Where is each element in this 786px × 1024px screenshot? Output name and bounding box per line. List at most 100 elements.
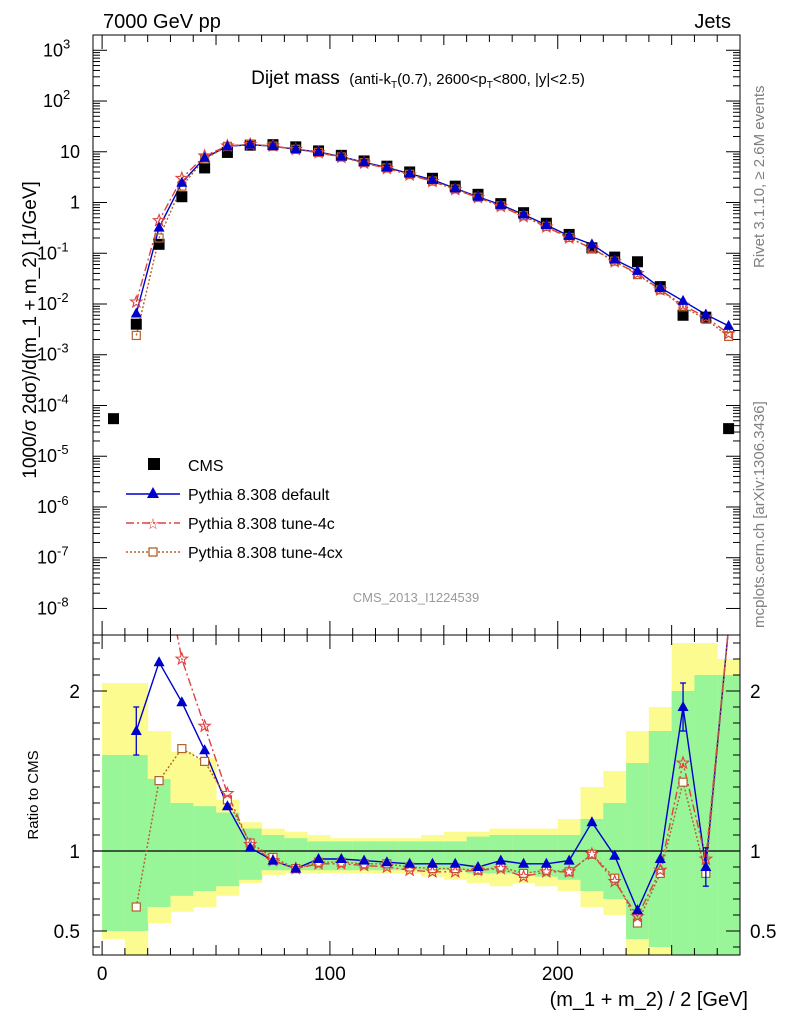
uncertainty-band-inner: [216, 812, 240, 887]
ratio-tune4cx-point: [177, 743, 187, 754]
tune4c-point: [516, 208, 531, 223]
cms-point: [677, 309, 689, 321]
default-point: [313, 145, 325, 156]
title-main: Dijet mass: [251, 68, 340, 89]
ratio-tick-label-right: 1: [750, 842, 761, 863]
ratio-default-point: [267, 854, 279, 865]
uncertainty-band-inner: [717, 675, 741, 955]
uncertainty-band-inner: [489, 835, 513, 874]
uncertainty-band-inner: [443, 841, 468, 871]
cms-point: [108, 413, 120, 425]
uncertainty-band-inner: [238, 828, 263, 880]
ratio-default-point: [700, 861, 712, 871]
default-point: [199, 151, 211, 162]
ratio-default-point: [586, 816, 598, 827]
main-tick-label: 10-4: [37, 391, 69, 415]
main-tick-label: 102: [43, 87, 70, 111]
main-tick-label: 10-3: [37, 341, 69, 365]
tune4c-point: [653, 282, 668, 296]
x-tick-label: 100: [314, 964, 346, 985]
default-point: [426, 173, 438, 184]
tune4c-point: [721, 326, 736, 340]
default-point: [267, 140, 279, 151]
default-point: [700, 308, 712, 319]
ratio-default-point: [199, 744, 211, 755]
default-point: [290, 143, 302, 154]
ratio-default-point: [495, 854, 507, 865]
ratio-line-tune4c: [176, 635, 729, 919]
chart-title: Dijet mass (anti-kT(0.7), 2600<pT<800, |…: [251, 68, 585, 91]
main-tick-label: 10: [60, 142, 80, 162]
ratio-tune4c-point: [607, 873, 622, 888]
ratio-tick-label-right: 0.5: [750, 922, 776, 943]
default-point: [404, 167, 416, 178]
main-tick-label: 10-6: [37, 493, 69, 517]
default-point: [221, 140, 233, 151]
ratio-axis-ticks: 0.5 0.5 1 1 2 2 0 100 200: [54, 635, 776, 985]
uncertainty-band-inner: [284, 838, 308, 871]
default-point: [586, 238, 598, 249]
uncertainty-band-inner: [261, 835, 285, 871]
main-ylabel: 1000/σ 2dσ)/d(m_1 + m_2) [1/GeV]: [20, 181, 41, 479]
title-detail: (anti-kT(0.7), 2600<pT<800, |y|<2.5): [349, 71, 585, 91]
ratio-default-point: [677, 701, 689, 711]
ratio-tick-label-right: 2: [750, 682, 761, 703]
legend-marker-tune4cx: [148, 547, 158, 557]
ratio-default-point: [654, 853, 666, 863]
uncertainty-band-inner: [170, 803, 194, 896]
default-point: [654, 281, 666, 292]
main-tick-label: 1: [70, 193, 80, 213]
ratio-tune4c-point: [197, 718, 212, 733]
ratio-tick-label: 1: [69, 842, 80, 863]
default-point: [335, 150, 347, 161]
default-point: [358, 156, 370, 167]
tune4c-point: [561, 230, 577, 245]
default-point: [381, 161, 393, 172]
ratio-tune4c-point: [630, 909, 645, 923]
ratio-tune4c-point: [584, 846, 600, 861]
uncertainty-band-inner: [671, 691, 695, 955]
tune4c-point: [539, 219, 554, 234]
uncertainty-band-inner: [534, 835, 559, 877]
default-point: [449, 182, 461, 193]
cms-point: [723, 423, 735, 435]
legend-label-default: Pythia 8.308 default: [188, 487, 330, 504]
main-tick-label: 103: [43, 36, 70, 60]
tune4c-point: [425, 173, 440, 188]
mcplots-label: mcplots.cern.ch [arXiv:1306.3436]: [751, 401, 768, 628]
ratio-default-point: [153, 656, 165, 667]
header-left: 7000 GeV pp: [103, 11, 221, 33]
x-tick-label: 200: [542, 964, 574, 985]
main-line-tune4c: [135, 143, 730, 335]
main-tick-label: 10-2: [37, 290, 69, 314]
ratio-tune4c-point: [402, 862, 417, 877]
tune4c-point: [630, 265, 645, 280]
ratio-default-point: [381, 856, 393, 867]
main-tick-label: 10-1: [37, 239, 69, 263]
default-point: [176, 176, 188, 187]
main-line-tune4cx: [135, 143, 730, 337]
ratio-default-point: [518, 857, 530, 868]
ratio-tune4c-point: [470, 862, 486, 877]
x-tick-label: 0: [97, 964, 108, 985]
legend-label-tune4cx: Pythia 8.308 tune-4cx: [188, 545, 343, 562]
ratio-ylabel: Ratio to CMS: [25, 750, 42, 839]
tune4c-point: [607, 254, 622, 268]
ratio-default-point: [176, 696, 188, 707]
ratio-tune4c-point: [448, 864, 463, 878]
default-point: [563, 229, 575, 240]
ratio-panel: [93, 643, 741, 955]
tune4cx-point: [724, 331, 734, 341]
ratio-default-point: [404, 857, 416, 868]
cms-point: [176, 191, 188, 203]
legend-label-cms: CMS: [188, 458, 224, 475]
ratio-default-point: [358, 854, 370, 865]
ratio-default-point: [426, 857, 438, 868]
ratio-default-point: [449, 857, 461, 868]
ratio-default-point: [244, 841, 256, 852]
default-point: [540, 219, 552, 230]
cms-point: [153, 238, 165, 250]
uncertainty-band-inner: [421, 841, 445, 871]
default-point: [518, 208, 530, 219]
ratio-tune4cx-point: [154, 775, 164, 786]
